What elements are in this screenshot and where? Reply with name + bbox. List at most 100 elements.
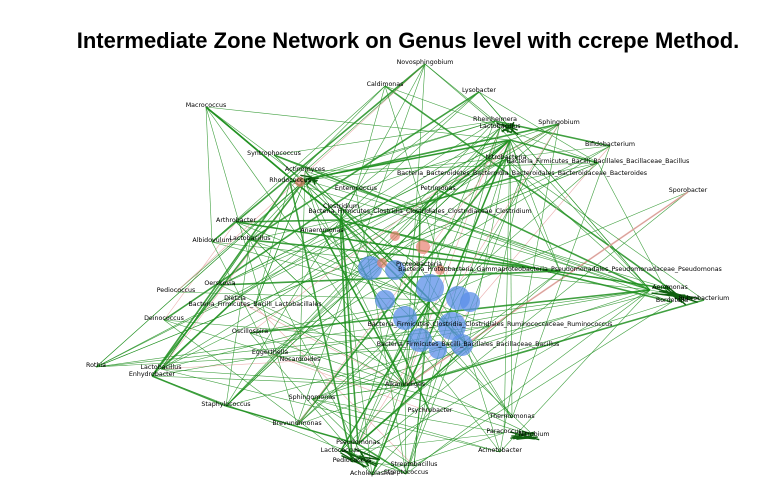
positive-edge xyxy=(511,129,519,136)
node-circle xyxy=(438,312,466,340)
node-label: Eggerthella xyxy=(252,349,288,356)
positive-edge xyxy=(404,270,561,387)
positive-edge xyxy=(506,126,509,133)
positive-edge xyxy=(205,106,298,426)
node-circle xyxy=(416,240,430,254)
positive-edge xyxy=(509,431,540,441)
positive-edge xyxy=(413,299,431,467)
positive-edge xyxy=(308,177,318,182)
positive-edge xyxy=(503,139,511,434)
node-label: Sphingomonas xyxy=(289,394,336,401)
node-label: Rothia xyxy=(86,362,106,369)
positive-edge xyxy=(163,189,357,321)
node-label: Psychrobacter xyxy=(408,407,453,414)
positive-edge xyxy=(357,299,431,445)
node-circle xyxy=(393,306,417,330)
positive-edge xyxy=(339,91,480,221)
node-label: Deinococcus xyxy=(144,315,184,322)
node-label: Bacteria_Bacteroidetes_Bacteroidia_Bacte… xyxy=(397,170,647,177)
positive-edge xyxy=(160,368,501,453)
positive-edge xyxy=(211,63,426,243)
node-label: Enterococcus xyxy=(335,185,377,192)
positive-edge xyxy=(351,191,689,463)
node-circle xyxy=(385,260,405,280)
positive-edge xyxy=(160,145,611,370)
positive-edge xyxy=(339,219,513,419)
node-label: Anaeromonas xyxy=(300,227,343,234)
positive-edge xyxy=(339,432,505,453)
positive-edge xyxy=(289,181,353,463)
positive-edge xyxy=(304,63,426,172)
positive-edge xyxy=(249,239,431,301)
positive-edge xyxy=(235,221,671,290)
positive-edge xyxy=(437,139,511,191)
positive-edge xyxy=(404,63,426,387)
node-label: Dietzia xyxy=(224,295,246,302)
node-circle xyxy=(460,292,480,312)
node-circle xyxy=(390,231,400,241)
positive-edge xyxy=(205,106,341,221)
node-label: Nocardioides xyxy=(280,356,321,363)
positive-edge xyxy=(273,154,651,291)
positive-edge xyxy=(175,179,306,293)
positive-edge xyxy=(211,241,651,291)
negative-edge xyxy=(269,353,431,413)
positive-edge xyxy=(499,127,651,291)
positive-edge xyxy=(163,319,535,437)
node-label: Bifidobacterium xyxy=(585,141,635,148)
negative-edge xyxy=(160,360,301,370)
positive-edge xyxy=(413,301,673,467)
edge-layer xyxy=(95,63,705,476)
node-label: Paracoccus xyxy=(486,428,521,435)
positive-edge xyxy=(249,239,373,476)
positive-edge xyxy=(514,432,535,435)
positive-edge xyxy=(311,398,501,453)
positive-edge xyxy=(289,181,651,291)
positive-edge xyxy=(521,174,651,291)
positive-edge xyxy=(219,158,507,286)
positive-edge xyxy=(95,289,651,368)
positive-edge xyxy=(355,189,407,475)
node-label: Aeromonas xyxy=(652,284,688,291)
node-label: Rhodococcus xyxy=(269,177,311,184)
positive-edge xyxy=(205,106,213,243)
node-label: Oscillospira xyxy=(232,328,268,335)
positive-edge xyxy=(304,145,611,181)
positive-edge xyxy=(289,120,496,183)
positive-edge xyxy=(299,170,306,362)
node-label: Staphylococcus xyxy=(201,401,250,408)
positive-edge xyxy=(219,284,535,437)
node-label: Actinomyces xyxy=(285,166,325,173)
node-label: Arthrobacter xyxy=(216,217,256,224)
positive-edge xyxy=(505,158,705,301)
positive-edge xyxy=(505,158,523,176)
node-label: Thermomonas xyxy=(488,413,534,420)
node-label: Bacteria_Proteobacteria_Gammaproteobacte… xyxy=(398,266,722,273)
positive-edge xyxy=(235,219,341,223)
positive-edge xyxy=(321,231,406,387)
node-circle xyxy=(375,290,395,310)
positive-edge xyxy=(413,189,439,467)
node-circle xyxy=(377,258,387,268)
positive-edge xyxy=(95,123,560,368)
positive-edge xyxy=(160,299,431,370)
positive-edge xyxy=(234,127,501,301)
node-label: Macrococcus xyxy=(186,102,227,109)
positive-edge xyxy=(510,123,514,131)
positive-edge xyxy=(355,139,511,191)
positive-edge xyxy=(355,91,480,191)
positive-edge xyxy=(304,179,323,233)
positive-edge xyxy=(437,189,651,291)
node-circle xyxy=(408,328,432,352)
node-label: Streptococcus xyxy=(384,469,429,476)
node-label: Enhydrobacter xyxy=(129,371,176,378)
node-label: Lactobacillus xyxy=(480,123,521,130)
positive-edge xyxy=(249,239,561,272)
positive-edge xyxy=(357,345,469,445)
positive-edge xyxy=(405,289,651,475)
node-label: Syntrophococcus xyxy=(247,150,301,157)
node-label: Bacteria_Firmicutes_Bacilli_Bacillales_B… xyxy=(377,341,560,348)
positive-edge xyxy=(269,353,513,419)
positive-edge xyxy=(661,293,686,296)
positive-edge xyxy=(351,461,415,467)
